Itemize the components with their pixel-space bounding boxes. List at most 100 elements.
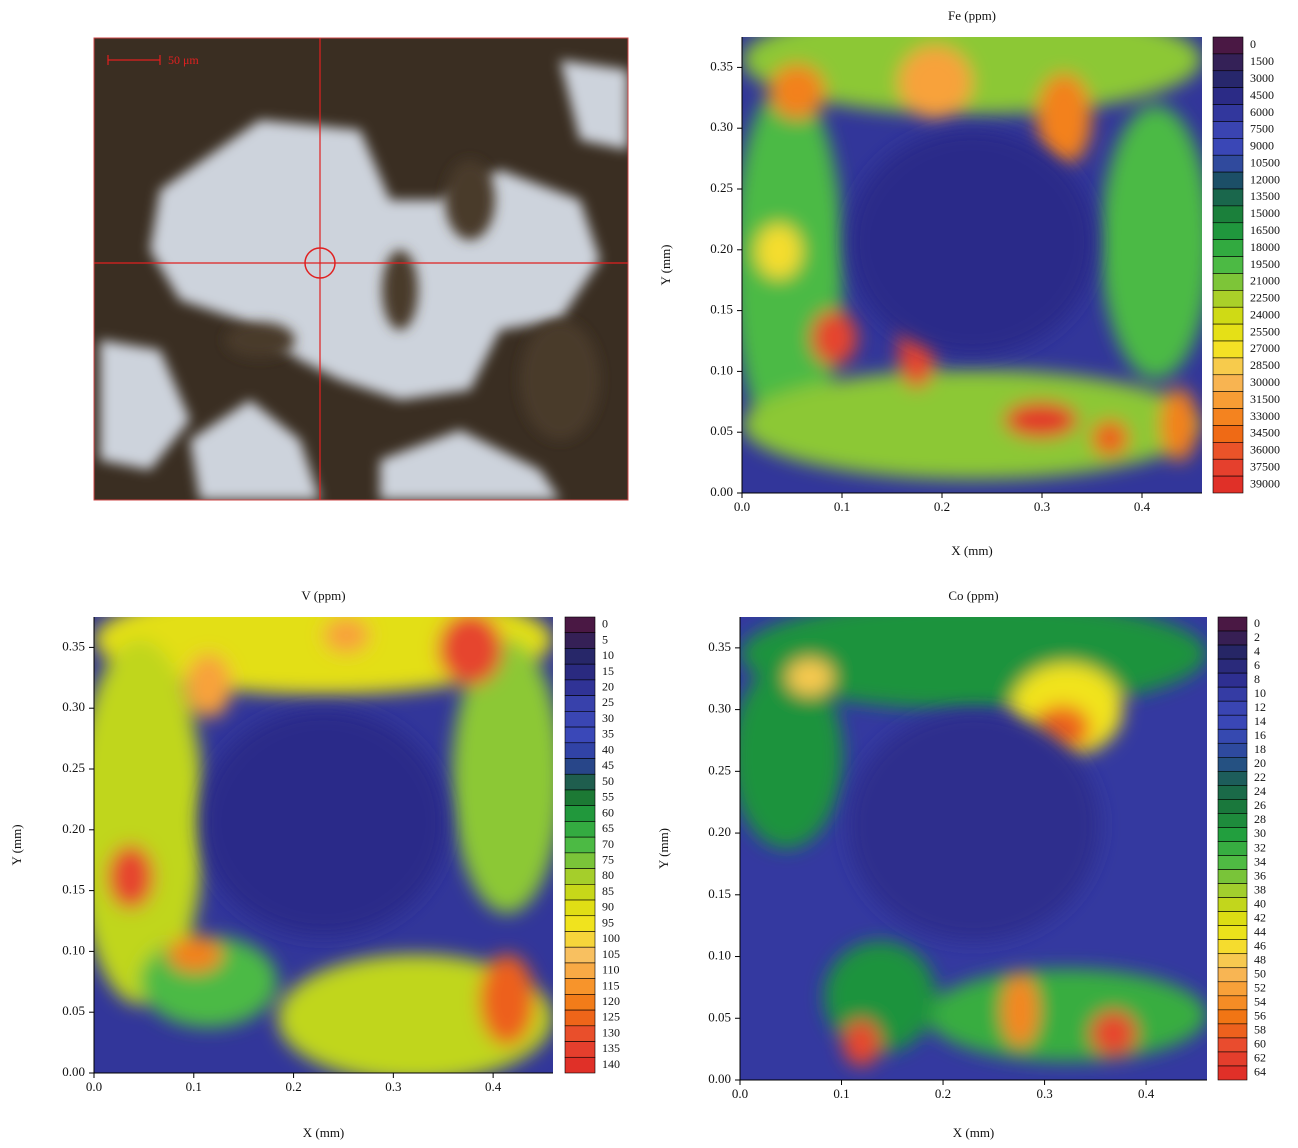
y-tick-label: 0.00: [62, 1064, 85, 1079]
legend-swatch: [1213, 54, 1243, 71]
legend-label: 115: [602, 978, 620, 992]
legend-swatch: [565, 1057, 595, 1073]
legend-label: 37500: [1250, 459, 1280, 473]
legend-label: 54: [1254, 995, 1266, 1009]
field-blob: [770, 64, 825, 119]
legend-label: 65: [602, 821, 614, 835]
legend-label: 36000: [1250, 443, 1280, 457]
legend-swatch: [565, 1010, 595, 1026]
legend-swatch: [1218, 898, 1247, 912]
legend-swatch: [565, 633, 595, 649]
legend-label: 4: [1254, 644, 1260, 658]
x-tick-label: 0.2: [935, 1086, 951, 1101]
legend-label: 55: [602, 790, 614, 804]
contour-chart: V (ppm)X (mm)Y (mm)0.00.10.20.30.40.000.…: [9, 585, 620, 1140]
legend-swatch: [565, 963, 595, 979]
figure: 50 μm Fe (ppm)X (mm)Y (mm)0.00.10.20.30.…: [0, 0, 1298, 1143]
legend-swatch: [1213, 172, 1243, 189]
x-tick-label: 0.1: [834, 499, 850, 514]
x-tick-label: 0.3: [385, 1079, 401, 1094]
legend-label: 35: [602, 727, 614, 741]
legend-label: 60: [602, 805, 614, 819]
legend-label: 85: [602, 884, 614, 898]
legend-swatch: [1213, 71, 1243, 88]
field-blob: [843, 1020, 880, 1066]
x-tick-label: 0.3: [1034, 499, 1050, 514]
legend-swatch: [1218, 1038, 1247, 1052]
legend-swatch: [565, 900, 595, 916]
y-tick-label: 0.00: [710, 484, 733, 499]
legend-swatch: [1213, 206, 1243, 223]
legend-label: 39000: [1250, 476, 1280, 490]
legend-label: 46: [1254, 938, 1266, 952]
legend-label: 2: [1254, 630, 1260, 644]
legend-label: 90: [602, 900, 614, 914]
legend-swatch: [1218, 659, 1247, 673]
legend-label: 14: [1254, 714, 1266, 728]
legend-label: 44: [1254, 924, 1266, 938]
legend-label: 10: [1254, 686, 1266, 700]
legend-swatch: [1218, 841, 1247, 855]
y-tick-label: 0.30: [62, 699, 85, 714]
x-tick-label: 0.2: [934, 499, 950, 514]
legend-label: 9000: [1250, 139, 1274, 153]
legend-swatch: [1213, 88, 1243, 105]
legend-swatch: [1218, 631, 1247, 645]
x-tick-label: 0.4: [485, 1079, 502, 1094]
legend-label: 110: [602, 963, 620, 977]
legend-swatch: [565, 1042, 595, 1058]
legend-label: 1500: [1250, 54, 1274, 68]
field-blob: [927, 969, 1207, 1062]
legend-swatch: [1213, 459, 1243, 476]
legend-swatch: [1218, 912, 1247, 926]
legend-swatch: [1213, 240, 1243, 257]
legend-label: 27000: [1250, 341, 1280, 355]
legend-label: 75: [602, 852, 614, 866]
x-tick-label: 0.2: [285, 1079, 301, 1094]
field-blob: [811, 311, 857, 366]
legend-label: 100: [602, 931, 620, 945]
legend-label: 7500: [1250, 122, 1274, 136]
legend-swatch: [565, 617, 595, 633]
chart-title: V (ppm): [301, 588, 345, 603]
legend-label: 28500: [1250, 358, 1280, 372]
legend-swatch: [1213, 155, 1243, 172]
legend-swatch: [1218, 996, 1247, 1010]
contour-chart: Co (ppm)X (mm)Y (mm)0.00.10.20.30.40.000…: [656, 588, 1266, 1140]
y-tick-label: 0.15: [62, 882, 85, 897]
field-blob: [898, 46, 972, 119]
legend-swatch: [1218, 982, 1247, 996]
legend-label: 40: [1254, 896, 1266, 910]
legend-label: 34500: [1250, 426, 1280, 440]
x-axis-label: X (mm): [951, 543, 993, 558]
legend-label: 25500: [1250, 324, 1280, 338]
x-tick-label: 0.3: [1036, 1086, 1052, 1101]
legend-swatch: [1213, 121, 1243, 138]
legend-label: 105: [602, 947, 620, 961]
legend-swatch: [1218, 743, 1247, 757]
legend-label: 25: [602, 695, 614, 709]
legend-swatch: [1213, 189, 1243, 206]
field-blob: [186, 653, 232, 717]
legend-swatch: [565, 994, 595, 1010]
legend-swatch: [1218, 968, 1247, 982]
legend-swatch: [1218, 884, 1247, 898]
legend-label: 4500: [1250, 88, 1274, 102]
legend-label: 48: [1254, 952, 1266, 966]
legend-swatch: [1218, 757, 1247, 771]
legend-swatch: [1213, 409, 1243, 426]
field-blob: [756, 224, 802, 279]
legend-swatch: [1213, 442, 1243, 459]
legend-swatch: [1213, 307, 1243, 324]
legend-label: 0: [602, 617, 608, 631]
field-blob: [787, 659, 834, 696]
x-tick-label: 0.4: [1134, 499, 1151, 514]
legend-label: 28: [1254, 812, 1266, 826]
contour-field: [76, 585, 563, 1082]
legend-swatch: [565, 759, 595, 775]
legend-label: 21000: [1250, 274, 1280, 288]
legend-label: 22500: [1250, 291, 1280, 305]
x-axis-label: X (mm): [303, 1125, 345, 1140]
chart-title: Co (ppm): [948, 588, 998, 603]
legend-swatch: [1218, 1052, 1247, 1066]
